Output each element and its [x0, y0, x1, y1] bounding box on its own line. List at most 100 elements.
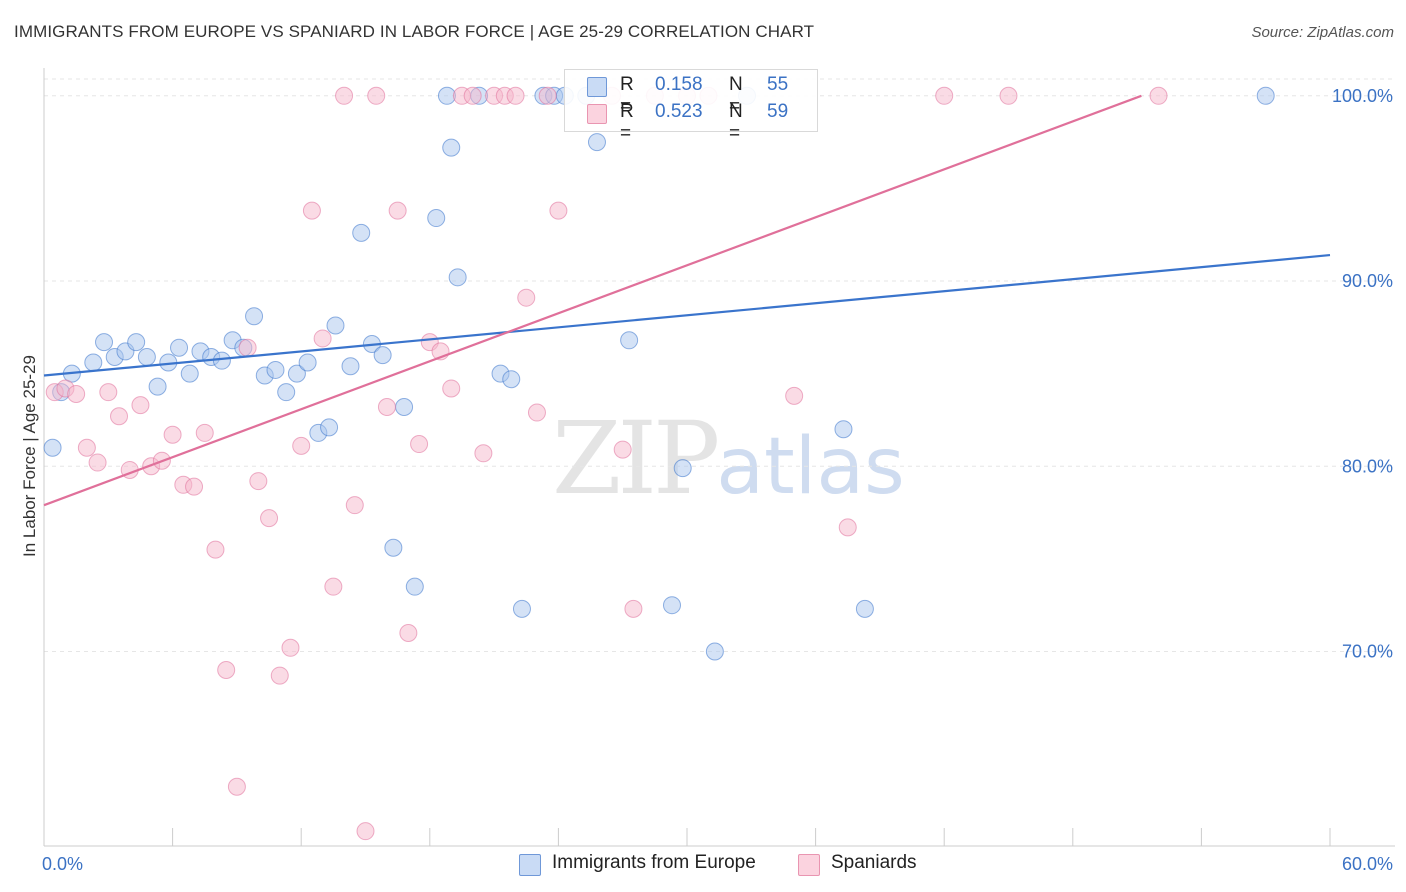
europe-point: [180, 364, 199, 383]
axes: [43, 68, 1395, 847]
europe-point: [43, 438, 62, 457]
spaniard-point: [399, 623, 418, 642]
europe-swatch: [519, 854, 541, 876]
spaniard-point: [624, 599, 643, 618]
europe-point: [352, 223, 371, 242]
europe-swatch: [587, 77, 607, 97]
r-label: R =: [620, 74, 634, 117]
spaniard-point: [527, 403, 546, 422]
europe-point: [341, 357, 360, 376]
spaniard-point: [410, 435, 429, 454]
europe-point: [427, 209, 446, 228]
stats-legend: R = 0.158 N = 55 R = 0.523 N = 59: [564, 69, 818, 144]
spaniard-point: [474, 444, 493, 463]
europe-point: [620, 331, 639, 350]
europe-point: [84, 353, 103, 372]
europe-point: [245, 307, 264, 326]
spaniard-point: [388, 201, 407, 220]
europe-point: [95, 333, 114, 352]
europe-point: [448, 268, 467, 287]
y-tick-label: 90.0%: [1342, 271, 1393, 291]
trend-lines: [43, 94, 1331, 507]
europe-point: [442, 138, 461, 157]
spaniard-point: [206, 540, 225, 559]
europe-point: [673, 459, 692, 478]
spaniard-point: [195, 423, 214, 442]
spaniard-point: [302, 201, 321, 220]
spaniard-point: [549, 201, 568, 220]
europe-point: [298, 353, 317, 372]
chart-title: IMMIGRANTS FROM EUROPE VS SPANIARD IN LA…: [14, 22, 815, 41]
spaniard-point: [163, 425, 182, 444]
europe-point: [170, 338, 189, 357]
legend-label: Spaniards: [831, 852, 917, 873]
spaniard-point: [77, 438, 96, 457]
europe-point: [212, 351, 231, 370]
r-label: R =: [620, 101, 634, 144]
europe-point: [502, 370, 521, 389]
tick-labels: 70.0% 80.0% 90.0% 100.0% 0.0% 60.0%: [42, 86, 1393, 874]
spaniard-point: [67, 385, 86, 404]
spaniard-point: [838, 518, 857, 537]
spaniard-point: [377, 397, 396, 416]
spaniard-point: [99, 383, 118, 402]
spaniard-point: [217, 661, 236, 680]
spaniard-point: [313, 329, 332, 348]
x-tick-label: 60.0%: [1342, 854, 1393, 874]
europe-point: [373, 346, 392, 365]
watermark-zip: ZIP: [552, 400, 720, 517]
spaniard-point: [517, 288, 536, 307]
europe-point: [127, 333, 146, 352]
spaniard-point: [999, 86, 1018, 105]
europe-point: [834, 420, 853, 439]
watermark: ZIPatlas: [552, 400, 905, 517]
spaniard-point: [185, 477, 204, 496]
source-credit: Source: ZipAtlas.com: [1251, 24, 1394, 41]
europe-point: [587, 133, 606, 152]
europe-point: [395, 397, 414, 416]
spaniard-point: [238, 338, 257, 357]
y-tick-label: 80.0%: [1342, 456, 1393, 476]
spaniard-point: [227, 777, 246, 796]
n-label: N =: [729, 101, 743, 144]
gridlines: [44, 78, 1395, 652]
europe-point: [405, 577, 424, 596]
europe-point: [148, 377, 167, 396]
spaniard-point: [88, 453, 107, 472]
spaniards-swatch: [587, 104, 607, 124]
spaniard-point: [335, 86, 354, 105]
n-value: 59: [767, 101, 789, 122]
data-points: [43, 86, 1275, 841]
n-value: 55: [767, 74, 789, 95]
spaniard-point: [1149, 86, 1168, 105]
y-tick-label: 70.0%: [1342, 642, 1393, 662]
spaniard-point: [292, 436, 311, 455]
europe-point: [705, 642, 724, 661]
legend-label: Immigrants from Europe: [552, 852, 756, 873]
europe-point: [326, 316, 345, 335]
europe-point: [384, 538, 403, 557]
spaniard-point: [249, 472, 268, 491]
spaniard-point: [785, 386, 804, 405]
europe-point: [662, 596, 681, 615]
spaniard-point: [356, 822, 375, 841]
spaniard-point: [345, 496, 364, 515]
spaniard-point: [463, 86, 482, 105]
spaniards-swatch: [798, 854, 820, 876]
europe-point: [437, 86, 456, 105]
europe-point: [512, 599, 531, 618]
europe-point: [855, 599, 874, 618]
y-tick-label: 100.0%: [1332, 86, 1393, 106]
y-axis-label: In Labor Force | Age 25-29: [20, 355, 39, 557]
europe-point: [137, 347, 156, 366]
spaniard-point: [367, 86, 386, 105]
spaniard-point: [935, 86, 954, 105]
spaniard-point: [260, 509, 279, 528]
spaniard-point: [613, 440, 632, 459]
spaniard-point: [538, 86, 557, 105]
watermark-atlas: atlas: [716, 422, 905, 512]
n-label: N =: [729, 74, 743, 117]
spaniard-point: [281, 638, 300, 657]
spaniard-point: [442, 379, 461, 398]
